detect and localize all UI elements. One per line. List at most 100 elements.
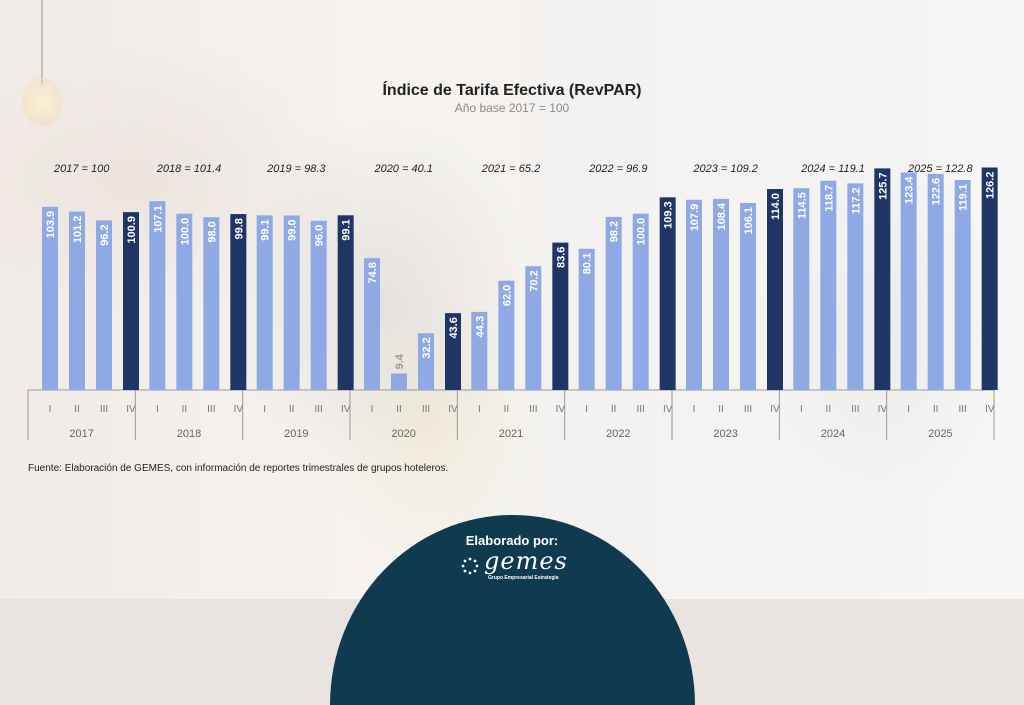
quarter-label: I — [907, 404, 910, 415]
data-label: 96.0 — [314, 225, 326, 246]
source-note: Fuente: Elaboración de GEMES, con inform… — [28, 463, 448, 474]
quarter-label: IV — [985, 404, 995, 415]
revpar-chart: Índice de Tarifa Efectiva (RevPAR) Año ba… — [27, 80, 998, 474]
bar — [954, 180, 971, 390]
data-label: 70.2 — [528, 270, 540, 291]
year-annotation: 2022 = 96.9 — [588, 163, 647, 175]
bar — [498, 280, 515, 390]
bar — [847, 183, 864, 390]
data-label: 103.9 — [45, 211, 57, 239]
bar — [96, 220, 112, 390]
bar — [605, 216, 622, 390]
quarter-label: III — [100, 404, 108, 415]
data-label: 100.0 — [179, 218, 191, 246]
bar — [123, 212, 139, 390]
data-label: 98.2 — [609, 221, 621, 242]
year-annotation: 2017 = 100 — [53, 163, 110, 175]
gemes-logo-icon — [461, 557, 479, 575]
quarter-label: III — [314, 404, 322, 415]
quarter-label: II — [289, 404, 295, 415]
bar — [820, 180, 837, 390]
quarter-label: III — [529, 404, 537, 415]
data-label: 100.0 — [636, 218, 648, 246]
data-label: 117.2 — [850, 187, 862, 214]
data-label: 99.0 — [287, 219, 299, 240]
data-label: 126.2 — [985, 172, 997, 200]
bar — [900, 172, 917, 390]
bar — [793, 188, 810, 390]
year-label: 2019 — [284, 428, 308, 440]
data-label: 99.8 — [233, 218, 245, 239]
data-label: 107.9 — [689, 204, 701, 232]
bar — [283, 215, 300, 390]
quarter-label: III — [744, 404, 752, 415]
quarter-label: I — [693, 404, 696, 415]
data-label: 109.3 — [663, 201, 675, 229]
quarter-label: IV — [556, 404, 566, 415]
chart-subtitle: Año base 2017 = 100 — [455, 101, 570, 115]
data-label: 101.2 — [72, 216, 84, 244]
quarter-label: I — [263, 404, 266, 415]
year-annotation: 2019 = 98.3 — [266, 163, 326, 175]
quarter-label: IV — [770, 404, 780, 415]
gemes-logo-text: gemes — [484, 547, 568, 575]
bar — [149, 201, 166, 390]
data-label: 96.2 — [99, 224, 111, 245]
quarter-label: I — [371, 404, 374, 415]
data-label: 125.7 — [877, 172, 889, 200]
footer-label: Elaborado por: — [465, 533, 559, 548]
quarter-label: III — [958, 404, 966, 415]
year-annotation: 2024 = 119.1 — [800, 163, 865, 175]
bar — [659, 197, 676, 390]
quarter-label: I — [478, 404, 481, 415]
pendant-lamp-icon — [22, 0, 62, 130]
quarter-label: II — [718, 404, 724, 415]
data-label: 32.2 — [421, 337, 433, 358]
quarter-label: I — [49, 404, 52, 415]
bar — [981, 167, 998, 390]
data-label: 9.4 — [394, 353, 406, 369]
chart-title: Índice de Tarifa Efectiva (RevPAR) — [382, 80, 641, 99]
bar — [391, 373, 407, 390]
year-annotation: 2023 = 109.2 — [692, 163, 758, 175]
quarter-label: II — [504, 404, 510, 415]
bar — [256, 215, 273, 390]
quarter-label: I — [156, 404, 159, 415]
bar — [310, 220, 327, 390]
quarter-label: IV — [341, 404, 351, 415]
year-label: 2022 — [606, 428, 630, 440]
bar — [552, 242, 569, 390]
data-label: 100.9 — [126, 216, 138, 244]
data-label: 43.6 — [448, 317, 460, 338]
bar — [176, 213, 193, 390]
gemes-logo-subtitle: Grupo Empresarial Estrategia — [488, 575, 559, 581]
bar — [874, 168, 891, 390]
data-label: 123.4 — [904, 176, 916, 204]
bar — [203, 217, 220, 390]
data-label: 114.5 — [796, 192, 808, 219]
data-label: 74.8 — [367, 262, 379, 283]
year-label: 2017 — [69, 428, 93, 440]
bar — [418, 333, 434, 390]
data-label: 99.1 — [260, 219, 272, 240]
quarter-label: IV — [234, 404, 244, 415]
data-label: 106.1 — [743, 207, 755, 235]
data-label: 80.1 — [582, 253, 594, 274]
bar — [713, 198, 729, 390]
quarter-label: III — [851, 404, 859, 415]
data-label: 118.7 — [823, 185, 835, 212]
data-label: 62.0 — [501, 285, 513, 306]
bar — [767, 189, 783, 390]
data-label: 83.6 — [555, 247, 567, 268]
data-label: 122.6 — [931, 178, 943, 206]
quarter-label: II — [396, 404, 402, 415]
bar — [578, 248, 595, 390]
year-label: 2021 — [499, 428, 523, 440]
data-label: 44.3 — [474, 316, 486, 337]
quarter-label: II — [933, 404, 939, 415]
quarter-label: II — [611, 404, 617, 415]
bar — [337, 215, 354, 390]
bar — [471, 311, 488, 390]
bar — [927, 173, 944, 390]
quarter-label: IV — [878, 404, 888, 415]
